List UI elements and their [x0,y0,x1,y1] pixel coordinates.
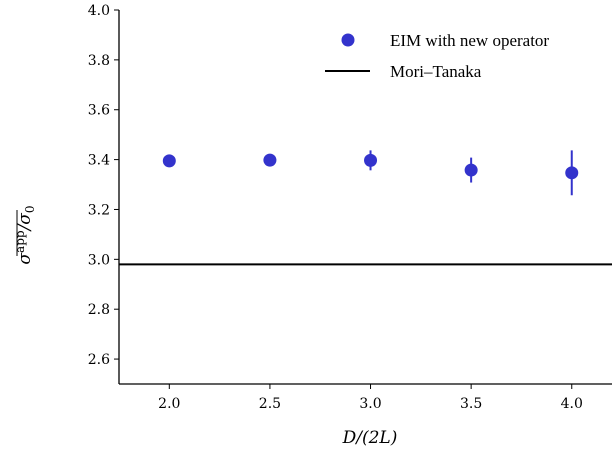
data-point [162,154,176,168]
x-axis-label: D/(2L) [342,428,398,448]
legend-marker-eim [341,33,355,47]
data-point [364,153,378,167]
axes [118,10,612,385]
y-tick-label: 3.6 [88,103,110,119]
x-tick-label: 4.0 [561,396,583,412]
x-tick-label: 3.5 [460,396,482,412]
x-tick-label: 3.0 [359,396,381,412]
x-tick-label: 2.0 [158,396,180,412]
y-tick-label: 3.4 [88,153,110,169]
data-point [565,166,579,180]
y-tick-label: 3.8 [88,53,110,69]
y-axis-label-sigma: σ [15,253,35,265]
y-tick-label: 3.2 [88,202,110,218]
x-tick-label: 2.5 [259,396,281,412]
legend-label-eim: EIM with new operator [390,31,549,50]
y-axis-label-slash: /σ [15,213,35,233]
ticks: 2.0 2.5 3.0 3.5 4.0 2.6 2.8 3.0 3.2 3.4 3.6 3.8 4.0 [88,3,583,412]
legend: EIM with new operator Mori–Tanaka [325,31,549,81]
x-axis-label-text: D/(2L) [342,428,398,448]
y-tick-label: 3.0 [88,252,110,268]
y-tick-label: 2.6 [88,352,110,368]
y-tick-label: 4.0 [88,3,110,19]
data-point [263,153,277,167]
y-tick-label: 2.8 [88,302,110,318]
data-point [464,163,478,177]
y-axis-label-sub: 0 [23,205,37,213]
legend-label-mori-tanaka: Mori–Tanaka [390,62,482,81]
y-axis-label-sup: app [13,230,27,253]
data-points [162,153,579,180]
